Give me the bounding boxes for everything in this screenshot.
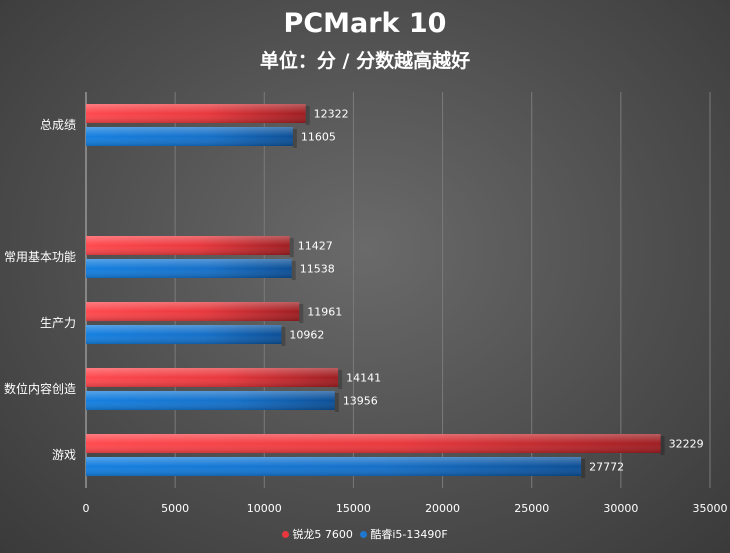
legend-label-series-1: 锐龙5 7600 xyxy=(292,528,353,541)
data-label: 32229 xyxy=(669,438,704,451)
category-label: 生产力 xyxy=(40,316,76,330)
bar-highlight xyxy=(86,302,300,321)
bar-shadow xyxy=(289,238,294,257)
bar-highlight xyxy=(86,236,290,255)
bar-highlight xyxy=(86,325,282,344)
bar-shadow xyxy=(305,106,310,125)
legend-swatch-series-1 xyxy=(282,530,290,538)
x-tick-label: 10000 xyxy=(247,502,282,515)
legend-item-series-1[interactable]: 锐龙5 7600 xyxy=(282,526,353,542)
bar-shadow xyxy=(299,304,304,323)
data-label: 11605 xyxy=(301,131,336,144)
category-label: 总成绩 xyxy=(40,118,76,132)
bar-shadow xyxy=(291,261,296,280)
chart-title: PCMark 10 xyxy=(283,8,447,39)
bar-highlight xyxy=(86,127,293,146)
chart-subtitle: 单位：分 / 分数越高越好 xyxy=(259,50,471,72)
bar-highlight xyxy=(86,434,661,453)
data-labels: 12322 11605 11427 11538 11961 10962 14141 13956… xyxy=(289,108,703,474)
bar-shadow xyxy=(292,129,297,148)
bar-shadow xyxy=(281,327,286,346)
category-label: 游戏 xyxy=(52,448,76,462)
x-axis: 0 5000 10000 15000 20000 25000 30000 35000 xyxy=(83,92,728,515)
bar-shadow xyxy=(338,370,343,389)
legend-item-series-2[interactable]: 酷睿i5-13490F xyxy=(360,526,448,542)
category-label: 常用基本功能 xyxy=(4,250,76,264)
data-label: 27772 xyxy=(589,461,624,474)
x-tick-label: 30000 xyxy=(603,502,638,515)
legend-label-series-2: 酷睿i5-13490F xyxy=(370,528,448,541)
bar-shadow xyxy=(581,459,586,478)
data-label: 11427 xyxy=(298,240,333,253)
bar-shadow xyxy=(660,436,665,455)
x-tick-label: 5000 xyxy=(161,502,189,515)
bar-highlight xyxy=(86,457,582,476)
legend: 锐龙5 7600 酷睿i5-13490F xyxy=(0,526,730,542)
bars xyxy=(86,104,665,478)
x-tick-label: 0 xyxy=(83,502,90,515)
bar-highlight xyxy=(86,368,339,387)
bar-highlight xyxy=(86,391,335,410)
data-label: 11961 xyxy=(307,306,342,319)
legend-swatch-series-2 xyxy=(360,530,368,538)
data-label: 11538 xyxy=(300,263,335,276)
x-tick-label: 15000 xyxy=(336,502,371,515)
data-label: 12322 xyxy=(314,108,349,121)
bar-highlight xyxy=(86,259,292,278)
x-tick-label: 35000 xyxy=(693,502,728,515)
data-label: 14141 xyxy=(346,372,381,385)
data-label: 13956 xyxy=(343,395,378,408)
x-tick-label: 20000 xyxy=(425,502,460,515)
x-tick-label: 25000 xyxy=(514,502,549,515)
bar-highlight xyxy=(86,104,306,123)
grid-lines xyxy=(174,92,711,488)
category-label: 数位内容创造 xyxy=(4,381,76,396)
bar-shadow xyxy=(334,393,339,412)
data-label: 10962 xyxy=(289,329,324,342)
